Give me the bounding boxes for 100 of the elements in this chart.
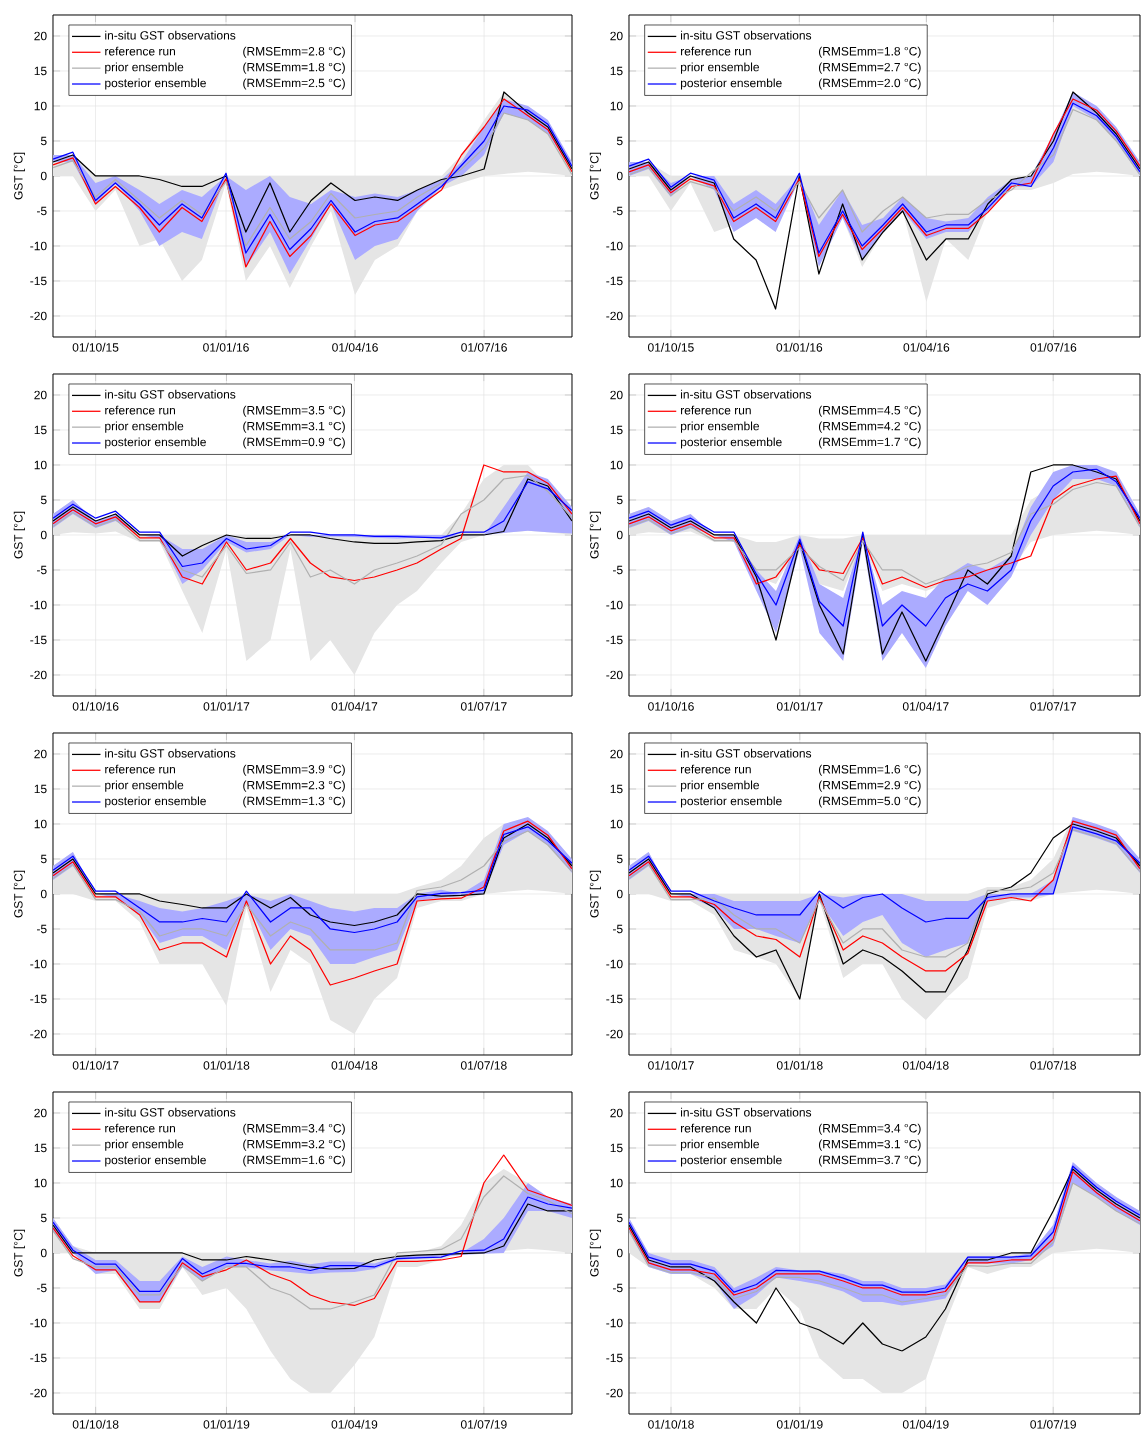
y-tick-label: 20 <box>34 390 47 400</box>
legend-label: posterior ensemble <box>105 1155 206 1167</box>
legend-label: in-situ GST observations <box>681 748 812 758</box>
y-tick-label: -20 <box>30 311 47 321</box>
annotation: (RMSEmm=1.6 °C) <box>243 1155 345 1167</box>
annotation: (RMSEmm=3.1 °C) <box>243 421 345 433</box>
x-tick-label: 01/10/17 <box>648 1060 694 1070</box>
x-tick-label: 01/04/18 <box>331 1060 378 1070</box>
y-tick-label: -5 <box>36 206 47 216</box>
legend-label: in-situ GST observations <box>681 1107 812 1117</box>
y-tick-label: 10 <box>34 460 47 470</box>
y-axis-title: GST [°C] <box>13 152 25 200</box>
x-tick-label: 01/04/16 <box>332 342 378 352</box>
line-series <box>629 468 1140 627</box>
y-tick-label: -10 <box>606 1318 623 1328</box>
x-tick-label: 01/01/18 <box>203 1060 250 1070</box>
y-tick-label: 10 <box>34 101 47 111</box>
annotation: (RMSEmm=3.2 °C) <box>243 1139 345 1151</box>
annotation: (RMSEmm=1.8 °C) <box>818 46 921 58</box>
y-tick-label: 20 <box>610 1108 623 1118</box>
annotation: (RMSEmm=2.9 °C) <box>818 780 921 792</box>
annotation: (RMSEmm=3.4 °C) <box>243 1123 345 1135</box>
line-series <box>53 481 572 568</box>
y-tick-label: -10 <box>606 241 623 251</box>
annotation: (RMSEmm=5.0 °C) <box>818 796 921 808</box>
legend-label: prior ensemble <box>680 1139 760 1151</box>
x-tick-label: 01/10/15 <box>72 342 119 352</box>
y-tick-label: 10 <box>610 1178 623 1188</box>
y-tick-label: 10 <box>610 819 623 829</box>
y-tick-label: -15 <box>30 1353 47 1363</box>
y-tick-label: 10 <box>610 460 623 470</box>
annotation: (RMSEmm=2.7 °C) <box>818 62 921 74</box>
legend-label: reference run <box>680 46 751 56</box>
y-tick-label: 5 <box>40 495 47 505</box>
y-tick-label: 10 <box>34 819 47 829</box>
x-tick-label: 01/04/16 <box>903 342 950 352</box>
y-tick-label: 0 <box>616 171 623 181</box>
annotation: (RMSEmm=1.8 °C) <box>243 62 345 74</box>
legend-label: posterior ensemble <box>680 437 782 449</box>
y-tick-label: 15 <box>34 425 47 435</box>
x-tick-label: 01/01/18 <box>776 1060 823 1070</box>
y-tick-label: -5 <box>612 1283 623 1293</box>
annotation: (RMSEmm=3.4 °C) <box>818 1123 921 1135</box>
legend-label: prior ensemble <box>680 421 760 433</box>
x-tick-label: 01/10/15 <box>648 342 694 352</box>
x-tick-label: 01/07/18 <box>460 1060 507 1070</box>
legend-label: posterior ensemble <box>105 796 206 808</box>
legend-label: prior ensemble <box>105 421 184 433</box>
y-tick-label: -10 <box>30 959 47 969</box>
x-tick-label: 01/10/18 <box>648 1419 694 1429</box>
y-tick-label: -15 <box>606 635 623 645</box>
legend-label: prior ensemble <box>680 780 760 792</box>
x-tick-label: 01/10/17 <box>72 1060 119 1070</box>
x-tick-label: 01/10/18 <box>72 1419 119 1429</box>
y-tick-label: -20 <box>606 1029 623 1039</box>
annotation: (RMSEmm=4.2 °C) <box>818 421 921 433</box>
line-series <box>53 820 572 986</box>
x-tick-label: 01/01/16 <box>776 342 823 352</box>
y-tick-label: 5 <box>616 136 623 146</box>
annotation: (RMSEmm=3.5 °C) <box>243 405 345 417</box>
y-tick-label: 0 <box>616 889 623 899</box>
x-tick-label: 01/04/19 <box>331 1419 378 1429</box>
x-tick-label: 01/01/19 <box>203 1419 250 1429</box>
y-axis-title: GST [°C] <box>13 870 25 918</box>
x-tick-label: 01/07/16 <box>461 342 507 352</box>
x-tick-label: 01/07/17 <box>460 701 507 711</box>
annotation: (RMSEmm=1.7 °C) <box>818 437 921 449</box>
legend-label: reference run <box>680 405 751 415</box>
legend-label: in-situ GST observations <box>105 1107 236 1117</box>
y-tick-label: 5 <box>616 495 623 505</box>
x-tick-label: 01/01/17 <box>776 701 823 711</box>
y-tick-label: 15 <box>610 66 623 76</box>
y-tick-label: -5 <box>612 924 623 934</box>
y-tick-label: -15 <box>606 994 623 1004</box>
y-axis-title: GST [°C] <box>13 511 25 559</box>
y-tick-label: -20 <box>30 670 47 680</box>
legend-label: reference run <box>105 46 175 56</box>
x-tick-label: 01/07/18 <box>1030 1060 1077 1070</box>
y-axis-title: GST [°C] <box>589 511 601 559</box>
y-tick-label: -5 <box>36 1283 47 1293</box>
y-tick-label: 5 <box>40 136 47 146</box>
y-axis-title: GST [°C] <box>589 152 601 200</box>
y-tick-label: -15 <box>30 635 47 645</box>
y-tick-label: -15 <box>30 276 47 286</box>
y-tick-label: -20 <box>606 1388 623 1398</box>
y-tick-label: -5 <box>612 565 623 575</box>
legend-label: posterior ensemble <box>105 437 206 449</box>
legend-label: in-situ GST observations <box>105 30 236 40</box>
annotation: (RMSEmm=0.9 °C) <box>243 437 345 449</box>
x-tick-label: 01/01/16 <box>203 342 249 352</box>
y-tick-label: 0 <box>616 1248 623 1258</box>
y-axis-title: GST [°C] <box>589 1229 601 1277</box>
legend-label: prior ensemble <box>105 780 184 792</box>
y-tick-label: 5 <box>40 854 47 864</box>
y-tick-label: -10 <box>30 241 47 251</box>
y-tick-label: -20 <box>30 1029 47 1039</box>
y-tick-label: -10 <box>606 959 623 969</box>
y-tick-label: 0 <box>40 530 47 540</box>
x-tick-label: 01/10/16 <box>648 701 694 711</box>
y-tick-label: 15 <box>34 66 47 76</box>
